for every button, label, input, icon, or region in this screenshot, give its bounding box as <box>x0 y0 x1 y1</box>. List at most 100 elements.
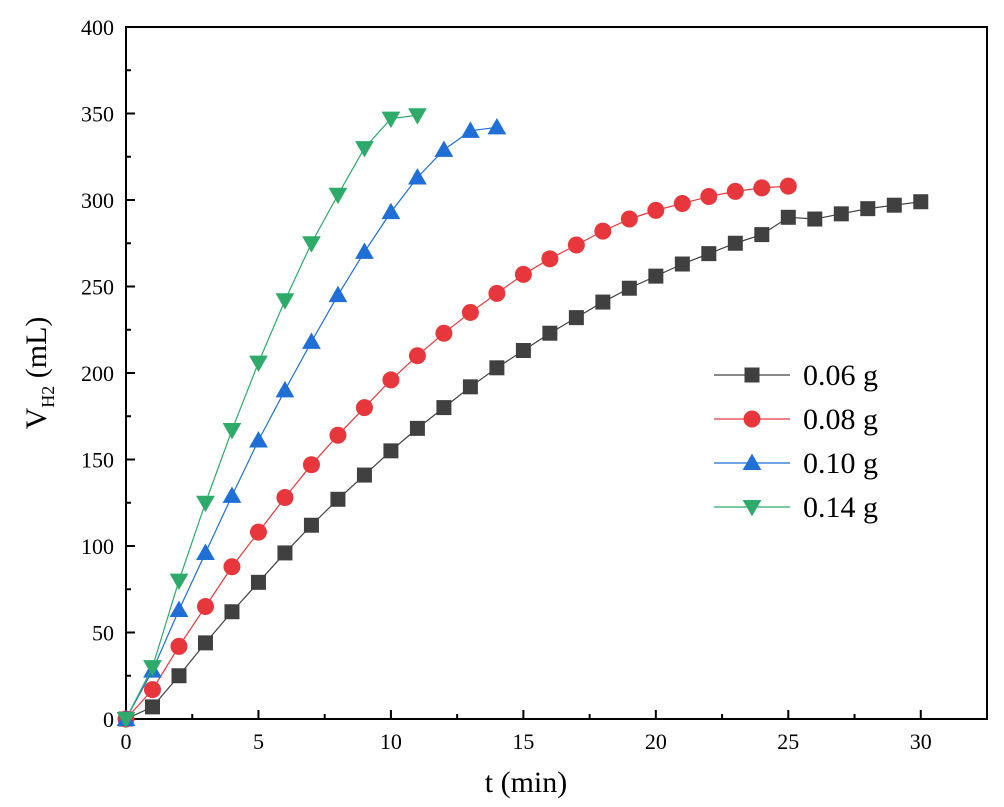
x-tick-label: 0 <box>121 729 132 754</box>
x-tick-label: 20 <box>645 729 667 754</box>
data-point-circle <box>567 236 585 254</box>
data-point-circle <box>488 284 506 302</box>
data-point-circle <box>249 523 267 541</box>
x-tick-label: 10 <box>380 729 402 754</box>
data-point-square <box>303 517 319 533</box>
data-point-circle <box>726 182 744 200</box>
data-point-triangle-down <box>116 711 136 729</box>
data-point-circle <box>196 598 214 616</box>
legend-entry-0-10-g: 0.10 g <box>714 447 878 480</box>
y-axis-title-main: V <box>20 407 53 429</box>
data-point-circle <box>647 201 665 219</box>
data-point-square <box>409 420 425 436</box>
data-point-square <box>436 400 452 416</box>
series-0-06-g <box>118 194 929 727</box>
data-point-circle <box>435 324 453 342</box>
data-point-circle <box>382 371 400 389</box>
data-point-circle <box>620 210 638 228</box>
data-point-square <box>489 360 505 376</box>
data-point-circle <box>170 637 188 655</box>
y-tick-label: 300 <box>81 188 114 213</box>
y-axis-title-sub: H2 <box>38 386 58 408</box>
data-point-triangle-up <box>487 117 507 135</box>
y-tick-label: 200 <box>81 361 114 386</box>
data-point-square <box>701 246 717 262</box>
data-point-square <box>224 604 240 620</box>
data-point-square <box>356 467 372 483</box>
data-point-square <box>913 194 929 210</box>
data-point-circle <box>143 681 161 699</box>
legend-entry-0-06-g: 0.06 g <box>714 359 878 392</box>
data-point-triangle-up <box>169 600 189 618</box>
series-0-08-g <box>117 177 797 728</box>
data-point-triangle-up <box>222 486 242 503</box>
data-point-square <box>515 343 531 359</box>
axis-ticks <box>125 26 922 720</box>
data-point-square <box>886 197 902 213</box>
data-point-triangle-down <box>408 108 427 125</box>
legend: 0.06 g 0.08 g 0.10 g 0.14 g <box>714 359 878 524</box>
y-tick-label: 100 <box>81 534 114 559</box>
data-point-triangle-down <box>196 495 215 513</box>
series-0-14-g <box>116 108 427 729</box>
x-axis-title: t (min) <box>485 766 568 799</box>
legend-label: 0.06 g <box>803 359 878 392</box>
data-point-square <box>727 235 743 251</box>
data-point-triangle-down <box>222 423 242 440</box>
legend-entry-0-08-g: 0.08 g <box>714 403 878 436</box>
y-tick-label: 350 <box>81 102 114 127</box>
data-point-triangle-up <box>355 242 374 259</box>
x-tick-label: 25 <box>777 729 799 754</box>
x-tick-label: 15 <box>512 729 534 754</box>
data-point-circle <box>514 265 532 283</box>
data-point-circle <box>276 489 294 507</box>
data-point-square <box>462 379 478 395</box>
data-point-triangle-up <box>302 332 321 349</box>
data-point-square <box>860 201 876 217</box>
data-point-triangle-up <box>249 431 268 448</box>
data-point-triangle-down <box>381 111 401 129</box>
data-point-triangle-up <box>434 140 454 157</box>
data-point-square <box>754 227 770 243</box>
data-point-triangle-down <box>143 660 162 677</box>
data-point-triangle-up <box>742 453 762 471</box>
data-point-circle <box>461 303 479 321</box>
data-point-square <box>542 325 558 341</box>
data-point-circle <box>223 558 241 576</box>
data-point-circle <box>743 410 761 428</box>
data-point-square <box>330 491 346 507</box>
data-point-square <box>250 574 266 590</box>
data-point-square <box>595 294 611 310</box>
data-point-square <box>780 209 796 225</box>
y-tick-label: 0 <box>103 707 114 732</box>
data-point-triangle-up <box>328 285 348 303</box>
data-point-circle <box>753 179 771 197</box>
data-point-square <box>621 280 637 296</box>
data-point-triangle-down <box>302 236 321 253</box>
data-point-circle <box>355 399 373 417</box>
legend-label: 0.10 g <box>803 447 878 480</box>
data-point-circle <box>779 177 797 195</box>
x-tick-label: 5 <box>253 729 264 754</box>
data-point-triangle-down <box>275 293 295 310</box>
data-point-circle <box>541 250 559 268</box>
x-tick-label: 30 <box>910 729 932 754</box>
data-point-square <box>807 211 823 227</box>
y-tick-label: 150 <box>81 448 114 473</box>
data-point-circle <box>329 426 347 444</box>
y-axis-title: VH2 (mL) <box>20 317 58 430</box>
y-tick-labels: 0 50 100 150 200 250 300 350 400 <box>81 15 114 732</box>
data-point-square <box>744 367 760 383</box>
data-point-circle <box>594 222 612 240</box>
data-point-square <box>144 699 160 715</box>
data-point-square <box>648 268 664 284</box>
y-tick-label: 50 <box>92 621 114 646</box>
data-point-circle <box>408 347 426 365</box>
data-point-square <box>833 206 849 222</box>
legend-label: 0.14 g <box>803 491 878 524</box>
data-point-triangle-up <box>381 202 401 220</box>
data-point-triangle-down <box>328 187 348 205</box>
series-0-10-g <box>116 117 507 727</box>
data-point-triangle-down <box>355 141 374 158</box>
